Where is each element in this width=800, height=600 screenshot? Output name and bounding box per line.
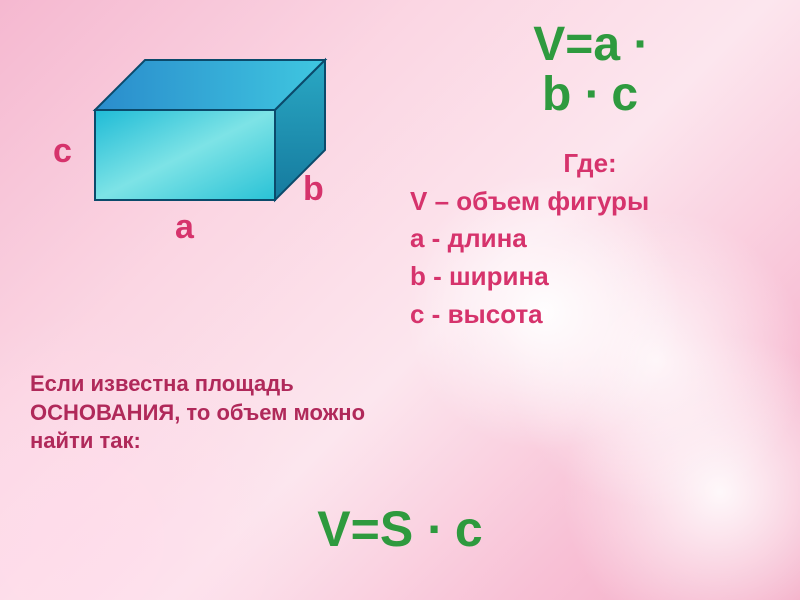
formula1-line1: V=a ∙ (400, 20, 780, 70)
desc-a: a - длина (400, 220, 780, 258)
desc-where: Где: (400, 145, 780, 183)
formula-volume-sc: V=S ∙ c (0, 500, 800, 558)
description-block: Где: V – объем фигуры a - длина b - шири… (400, 145, 780, 333)
formula1-line2: b ∙ c (400, 70, 780, 120)
label-a: a (175, 208, 194, 247)
desc-v: V – объем фигуры (400, 183, 780, 221)
desc-c: c - высота (400, 296, 780, 334)
label-c: c (53, 132, 72, 171)
label-b: b (303, 170, 324, 209)
cuboid-diagram: c a b (75, 40, 335, 240)
formula-volume-abc: V=a ∙ b ∙ c (400, 20, 780, 121)
cuboid-svg (75, 40, 335, 240)
hint-text: Если известна площадь ОСНОВАНИЯ, то объе… (30, 370, 390, 456)
desc-b: b - ширина (400, 258, 780, 296)
